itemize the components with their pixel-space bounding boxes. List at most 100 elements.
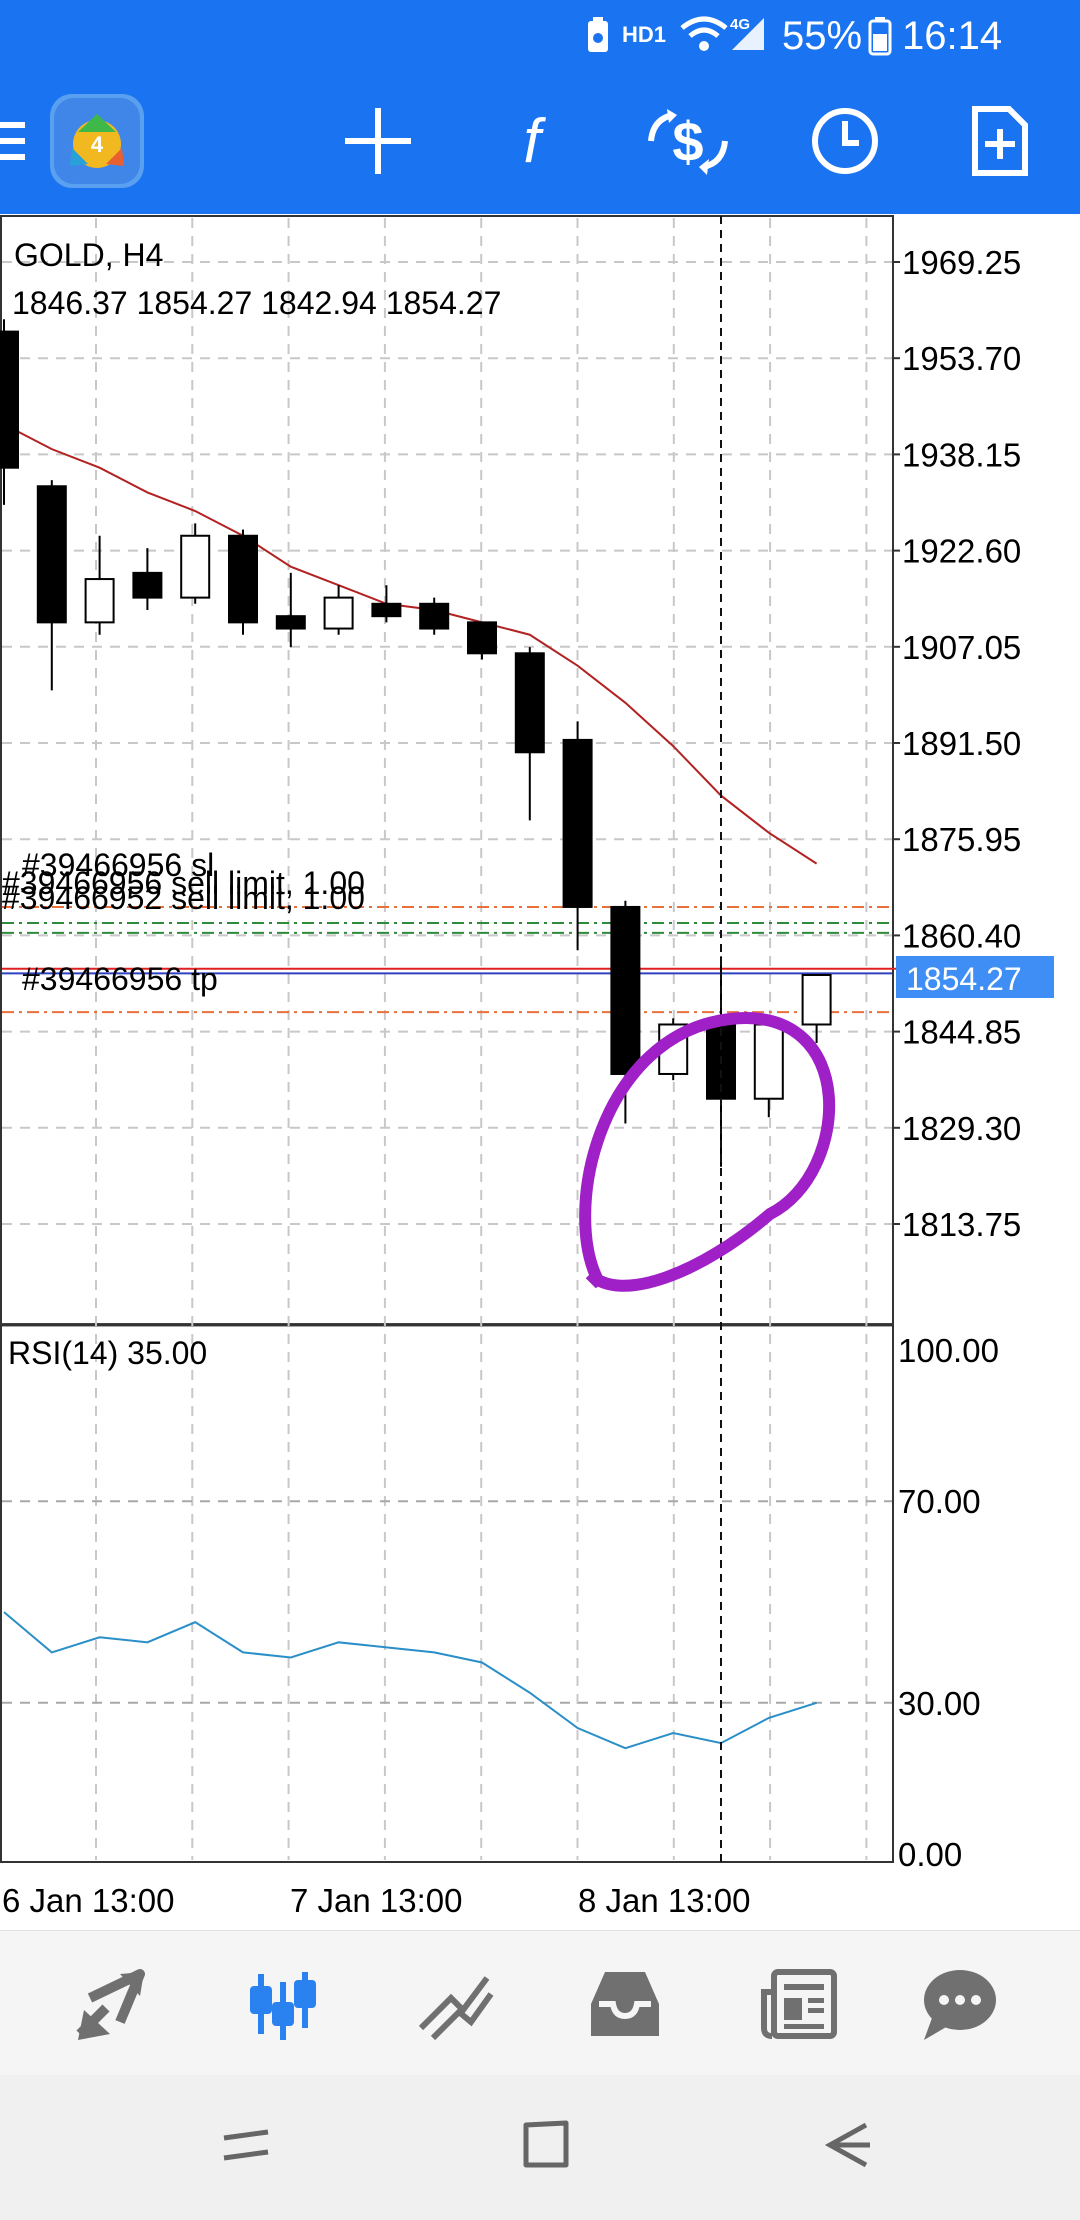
candles bbox=[0, 319, 832, 1167]
bear-candle-body bbox=[419, 602, 450, 630]
candle bbox=[514, 647, 545, 821]
ohlc-values: 1846.37 1854.27 1842.94 1854.27 bbox=[12, 285, 501, 321]
grid bbox=[2, 218, 892, 1860]
clock-time: 16:14 bbox=[902, 14, 1003, 58]
price-tick-label: 1907.05 bbox=[902, 629, 1021, 666]
bear-candle-body bbox=[610, 905, 641, 1075]
order-label-sl: #39466956 sl bbox=[22, 847, 214, 883]
candle bbox=[275, 572, 306, 648]
bear-candle-body bbox=[0, 330, 19, 469]
candle bbox=[419, 597, 450, 635]
highlight-circle bbox=[579, 1012, 836, 1292]
svg-text:4: 4 bbox=[91, 132, 104, 157]
price-tick-label: 1891.50 bbox=[902, 725, 1021, 762]
bear-candle-body bbox=[371, 602, 402, 618]
rsi-line bbox=[3, 1611, 817, 1750]
rsi-tick-label: 70.00 bbox=[898, 1483, 981, 1520]
quotes-icon[interactable] bbox=[50, 1949, 170, 2059]
price-axis: 1969.25 1953.70 1938.15 1922.60 1907.05 1891.… bbox=[893, 244, 1021, 1243]
bull-candle-body bbox=[323, 596, 354, 630]
candle bbox=[371, 585, 402, 623]
system-navigation-bar bbox=[0, 2075, 1080, 2220]
news-icon[interactable] bbox=[740, 1949, 860, 2059]
price-tick-label: 1813.75 bbox=[902, 1206, 1021, 1243]
bear-candle-body bbox=[132, 571, 163, 599]
bear-candle-body bbox=[275, 615, 306, 630]
time-tick-label: 8 Jan 13:00 bbox=[578, 1882, 750, 1919]
rsi-tick-label: 100.00 bbox=[898, 1332, 999, 1369]
symbol-timeframe: GOLD, H4 bbox=[14, 237, 163, 273]
candle bbox=[801, 973, 832, 1044]
rsi-label: RSI(14) 35.00 bbox=[8, 1335, 207, 1371]
svg-text:$: $ bbox=[672, 110, 703, 173]
battery-saver-icon bbox=[585, 16, 611, 64]
recents-icon[interactable] bbox=[186, 2095, 306, 2195]
order-lines bbox=[2, 905, 1054, 1014]
candle bbox=[0, 319, 19, 505]
price-tick-label: 1875.95 bbox=[902, 821, 1021, 858]
rsi-tick-label: 0.00 bbox=[898, 1836, 962, 1873]
new-order-icon[interactable] bbox=[945, 86, 1055, 196]
candle bbox=[467, 621, 497, 660]
toolbar: 4 f $ bbox=[0, 72, 1080, 214]
time-tick-label: 7 Jan 13:00 bbox=[290, 1882, 462, 1919]
home-icon[interactable] bbox=[486, 2095, 606, 2195]
candle bbox=[228, 529, 258, 635]
chart-canvas[interactable]: 1969.25 1953.70 1938.15 1922.60 1907.05 1891.… bbox=[0, 214, 1080, 1930]
current-price-tag bbox=[896, 956, 1054, 998]
rsi-tick-label: 30.00 bbox=[898, 1685, 981, 1722]
mobile-data-label: 4G bbox=[730, 16, 751, 33]
price-tick-label: 1860.40 bbox=[902, 917, 1021, 954]
trade-icon[interactable] bbox=[395, 1949, 515, 2059]
crosshair-icon[interactable] bbox=[323, 86, 433, 196]
moving-average bbox=[3, 423, 818, 865]
current-price-value: 1854.27 bbox=[906, 961, 1022, 997]
time-axis: 6 Jan 13:00 7 Jan 13:00 8 Jan 13:00 bbox=[2, 1882, 750, 1919]
candle bbox=[180, 523, 211, 604]
svg-text:f: f bbox=[523, 107, 546, 176]
candle bbox=[36, 480, 67, 691]
indicators-icon[interactable]: f bbox=[477, 86, 587, 196]
rsi-series bbox=[3, 1611, 817, 1750]
price-tick-label: 1953.70 bbox=[902, 340, 1021, 377]
battery-percent: 55% bbox=[782, 14, 863, 58]
candle bbox=[753, 1018, 784, 1118]
candle bbox=[562, 721, 593, 951]
symbol-dollar-icon[interactable]: $ bbox=[633, 86, 743, 196]
status-bar: HD1 4G 55% 16:14 bbox=[0, 0, 1080, 72]
history-icon[interactable] bbox=[565, 1949, 685, 2059]
bear-candle-body bbox=[36, 485, 67, 624]
bull-candle-body bbox=[753, 1023, 784, 1100]
price-tick-label: 1844.85 bbox=[902, 1014, 1021, 1051]
rsi-axis: 100.00 70.00 30.00 0.00 bbox=[898, 1332, 999, 1873]
bull-candle-body bbox=[801, 973, 832, 1026]
chart-area[interactable]: 1969.25 1953.70 1938.15 1922.60 1907.05 1891.… bbox=[0, 214, 1080, 1930]
bear-candle-body bbox=[562, 738, 593, 908]
chart-icon[interactable] bbox=[222, 1949, 342, 2059]
bear-candle-body bbox=[228, 534, 258, 624]
battery-icon bbox=[868, 16, 892, 66]
price-tick-label: 1969.25 bbox=[902, 244, 1021, 281]
price-tick-label: 1829.30 bbox=[902, 1110, 1021, 1147]
bear-candle-body bbox=[514, 652, 545, 754]
wifi-icon bbox=[678, 14, 730, 64]
ma-line bbox=[3, 423, 818, 865]
metatrader-logo[interactable]: 4 bbox=[42, 86, 152, 196]
main-chart-frame bbox=[0, 215, 894, 1325]
bear-candle-body bbox=[467, 621, 497, 655]
back-icon[interactable] bbox=[788, 2095, 908, 2195]
bull-candle-body bbox=[180, 534, 211, 599]
messages-icon[interactable] bbox=[898, 1949, 1018, 2059]
network-hd-label: HD1 bbox=[622, 22, 667, 47]
bull-candle-body bbox=[84, 578, 115, 624]
order-label-sell-limit-2: #39466952 sell limit, 1.00 bbox=[2, 880, 365, 916]
signal-icon bbox=[728, 14, 768, 64]
timeframe-clock-icon[interactable] bbox=[790, 86, 900, 196]
menu-icon[interactable] bbox=[0, 86, 80, 196]
candle bbox=[323, 585, 354, 635]
bottom-navigation bbox=[0, 1930, 1080, 2076]
price-tick-label: 1938.15 bbox=[902, 436, 1021, 473]
price-tick-label: 1922.60 bbox=[902, 533, 1021, 570]
order-label-tp: #39466956 tp bbox=[22, 961, 218, 997]
order-label-sell-limit-1: #39466956 sell limit, 1.00 bbox=[2, 865, 365, 901]
